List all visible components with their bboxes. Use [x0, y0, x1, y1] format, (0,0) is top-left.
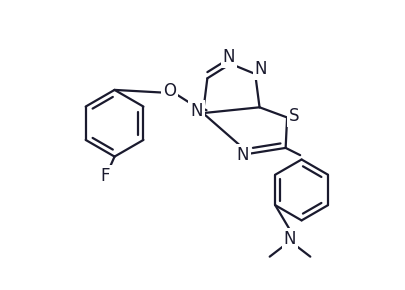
Text: O: O	[163, 82, 176, 100]
Text: F: F	[100, 167, 109, 185]
Text: N: N	[283, 230, 296, 248]
Text: N: N	[236, 146, 249, 164]
Text: N: N	[190, 102, 202, 120]
Text: N: N	[222, 48, 235, 66]
Text: N: N	[254, 60, 266, 78]
Text: S: S	[288, 107, 299, 125]
